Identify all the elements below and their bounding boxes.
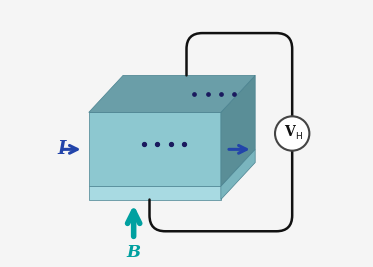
Text: I: I [57, 140, 65, 158]
Text: H: H [295, 132, 302, 141]
Polygon shape [89, 186, 221, 199]
Polygon shape [89, 75, 255, 112]
Text: B: B [127, 244, 141, 261]
Text: V: V [284, 125, 295, 139]
Polygon shape [221, 149, 255, 199]
Polygon shape [89, 112, 221, 186]
Polygon shape [221, 75, 255, 186]
Circle shape [275, 116, 309, 151]
